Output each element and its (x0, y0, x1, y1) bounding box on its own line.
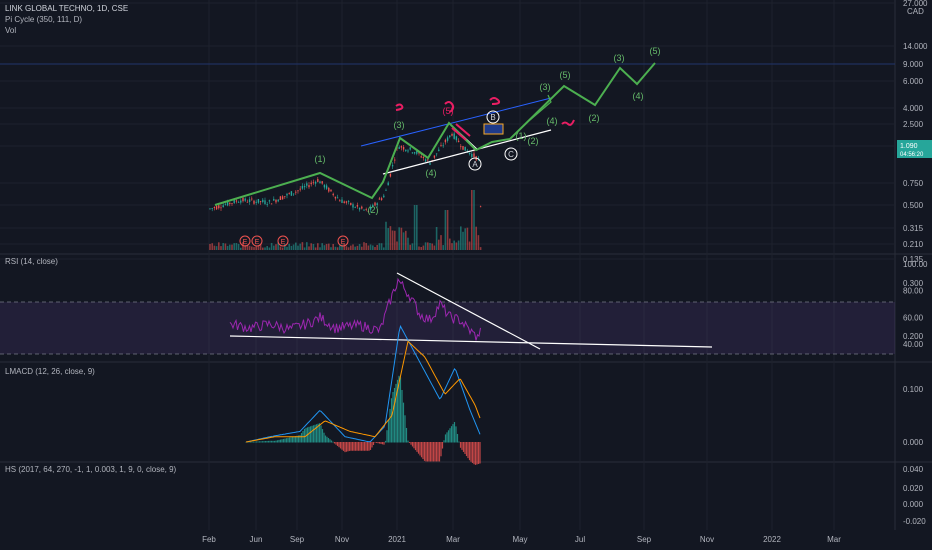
hs-tick-label: -0.020 (903, 517, 926, 526)
price-tick-label: 0.135 (903, 255, 924, 264)
price-tick-label: 2.500 (903, 120, 924, 129)
hs-tick-label: 0.020 (903, 484, 924, 493)
rsi-tick-label: 80.00 (903, 287, 924, 296)
wave-label: (5) (443, 106, 454, 116)
x-tick-label: May (512, 535, 527, 544)
wave-label: (3) (540, 82, 551, 92)
symbol-title[interactable]: LINK GLOBAL TECHNO, 1D, CSE (5, 4, 128, 13)
wave-label: (4) (426, 168, 437, 178)
macd-line (245, 324, 481, 443)
rsi-title[interactable]: RSI (14, close) (5, 257, 58, 266)
currency-label: CAD (907, 7, 924, 16)
wave-label: (5) (650, 46, 661, 56)
wave-label: (1) (315, 154, 326, 164)
x-tick-label: Feb (202, 535, 216, 544)
elliott-wave-alt-path[interactable] (509, 94, 552, 140)
price-tick-label: 9.000 (903, 60, 924, 69)
price-badge-value: 1.090 (900, 143, 918, 150)
macd-tick-label: 0.200 (903, 332, 924, 341)
price-tick-label: 4.000 (903, 104, 924, 113)
x-tick-label: 2022 (763, 535, 781, 544)
rsi-tick-label: 100.00 (903, 260, 928, 269)
earnings-marker[interactable]: E (281, 239, 286, 246)
macd-histogram (245, 375, 481, 465)
rsi-tick-label: 60.00 (903, 313, 924, 322)
price-tick-label: 27.000 (903, 0, 928, 8)
price-tick-label: 0.750 (903, 179, 924, 188)
hs-tick-label: 0.000 (903, 500, 924, 509)
abc-markers: A B C (468, 110, 518, 171)
macd-tick-label: 0.100 (903, 385, 924, 394)
volume-bars (209, 190, 482, 250)
abc-label-a: A (472, 160, 478, 169)
x-tick-label: Nov (700, 535, 714, 544)
rsi-trend-line-flat[interactable] (229, 335, 713, 348)
wave-label: (3) (614, 53, 625, 63)
abc-label-c: C (508, 150, 514, 159)
white-channel-line[interactable] (382, 129, 552, 175)
wave-label: (2) (368, 205, 379, 215)
price-tick-label: 6.000 (903, 77, 924, 86)
hs-axis: 0.040 0.020 0.000 -0.020 (903, 465, 926, 526)
rsi-line (229, 277, 481, 341)
price-badge: 1.090 04:56:20 (897, 140, 932, 158)
earnings-marker[interactable]: E (341, 239, 346, 246)
wave-label: (2) (528, 136, 539, 146)
vertical-grid (208, 0, 835, 530)
indicator-volume[interactable]: Vol (5, 26, 16, 35)
hs-title[interactable]: HS (2017, 64, 270, -1, 1, 0.003, 1, 9, 0… (5, 465, 177, 474)
candlesticks (209, 131, 482, 213)
x-tick-label: Sep (290, 535, 305, 544)
macd-tick-label: 0.300 (903, 279, 924, 288)
wave-labels: (1)(2)(3)(4)(5)(1) (2)(3)(4)(5)(2)(3)(4)(… (315, 46, 661, 215)
magenta-annotations (395, 97, 575, 141)
elliott-wave-path[interactable] (214, 62, 656, 206)
x-tick-label: Jun (250, 535, 263, 544)
wave-label: (5) (560, 70, 571, 80)
earnings-marker[interactable]: E (255, 239, 260, 246)
time-axis: Feb Jun Sep Nov 2021 Mar May Jul Sep Nov 2022 Mar (202, 535, 841, 544)
x-tick-label: 2021 (388, 535, 406, 544)
x-tick-label: Nov (335, 535, 349, 544)
price-tick-label: 14.000 (903, 42, 928, 51)
wave-label: (4) (633, 91, 644, 101)
price-tick-label: 0.210 (903, 240, 924, 249)
x-tick-label: Jul (575, 535, 585, 544)
signal-line (245, 340, 481, 443)
macd-title[interactable]: LMACD (12, 26, close, 9) (5, 367, 95, 376)
x-tick-label: Sep (637, 535, 652, 544)
hs-tick-label: 0.040 (903, 465, 924, 474)
x-tick-label: Mar (827, 535, 841, 544)
macd-axis: 0.300 0.200 0.100 0.000 (903, 279, 924, 447)
wave-label: (3) (394, 120, 405, 130)
price-badge-countdown: 04:56:20 (900, 152, 924, 158)
price-axis: 27.00014.0009.0006.0004.0002.5001.7501.0… (0, 0, 928, 264)
x-tick-label: Mar (446, 535, 460, 544)
abc-label-b: B (490, 113, 495, 122)
wave-label: (4) (547, 116, 558, 126)
rsi-axis: 100.00 80.00 60.00 40.00 (903, 260, 928, 349)
earnings-marker[interactable]: E (243, 239, 248, 246)
wave-label: (1) (516, 131, 527, 141)
indicator-pi-cycle[interactable]: Pi Cycle (350, 111, D) (5, 15, 82, 24)
price-tick-label: 0.315 (903, 224, 924, 233)
rsi-tick-label: 40.00 (903, 340, 924, 349)
rsi-trend-line-down[interactable] (396, 272, 541, 350)
price-tick-label: 0.500 (903, 201, 924, 210)
wave-label: (2) (589, 113, 600, 123)
blue-channel-line[interactable] (360, 97, 552, 147)
macd-tick-label: 0.000 (903, 438, 924, 447)
